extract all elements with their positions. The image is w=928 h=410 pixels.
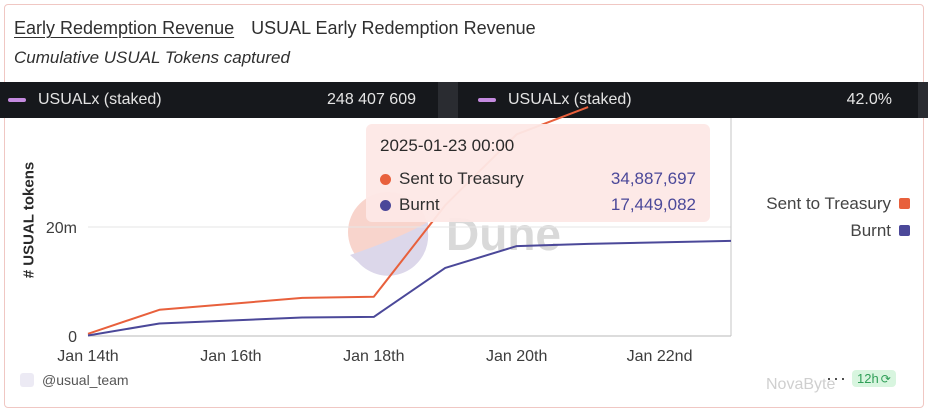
tooltip-series-value: 34,887,697 bbox=[610, 169, 696, 188]
x-tick-label: Jan 20th bbox=[486, 348, 547, 365]
tooltip-date: 2025-01-23 00:00 bbox=[380, 136, 515, 155]
counter-swatch bbox=[478, 98, 496, 102]
y-tick-label: 20m bbox=[46, 220, 77, 237]
chart-tooltip: 2025-01-23 00:00 Sent to Treasury 34,887… bbox=[366, 124, 710, 222]
counter-card-staked: USUALx (staked) 248 407 609 bbox=[0, 82, 438, 118]
more-options-button[interactable]: ··· bbox=[826, 368, 847, 388]
counter-card-staked-percent: USUALx (staked) 42.0% bbox=[458, 82, 918, 118]
x-tick-label: Jan 16th bbox=[200, 348, 261, 365]
refresh-age-badge[interactable]: 12h ⟳ bbox=[852, 370, 896, 387]
x-tick-label: Jan 14th bbox=[57, 348, 118, 365]
y-axis-ticks: 0 20m bbox=[46, 220, 77, 346]
legend-item-treasury[interactable]: Sent to Treasury bbox=[766, 190, 910, 217]
x-axis-ticks: Jan 14th Jan 16th Jan 18th Jan 20th Jan 22nd bbox=[57, 348, 692, 365]
chart-title-link[interactable]: Early Redemption Revenue bbox=[14, 18, 235, 38]
refresh-icon: ⟳ bbox=[880, 372, 891, 386]
legend-label: Sent to Treasury bbox=[766, 193, 891, 213]
query-name: USUAL Early Redemption Revenue bbox=[251, 18, 536, 38]
counter-label: USUALx (staked) bbox=[38, 91, 162, 108]
counter-value: 42.0% bbox=[846, 91, 892, 108]
brand-watermark: NovaByte bbox=[766, 376, 836, 393]
widget-title-row: Early Redemption Revenue USUAL Early Red… bbox=[14, 18, 536, 39]
tooltip-dot-burnt bbox=[380, 199, 391, 211]
chart-subtitle: Cumulative USUAL Tokens captured bbox=[14, 48, 290, 67]
author-handle[interactable]: @usual_team bbox=[20, 372, 129, 388]
y-axis-label: # USUAL tokens bbox=[20, 161, 38, 279]
author-handle-text: @usual_team bbox=[42, 372, 129, 388]
legend-label: Burnt bbox=[850, 220, 891, 240]
series-line-burnt bbox=[87, 239, 732, 337]
x-tick-label: Jan 18th bbox=[343, 348, 404, 365]
x-tick-label: Jan 22nd bbox=[627, 348, 693, 365]
tooltip-row-treasury: Sent to Treasury 34,887,697 bbox=[380, 166, 696, 192]
avatar bbox=[20, 373, 34, 387]
counter-value: 248 407 609 bbox=[327, 91, 416, 108]
chart-legend: Sent to Treasury Burnt bbox=[766, 190, 910, 244]
counter-swatch bbox=[8, 98, 26, 102]
tooltip-dot-treasury bbox=[380, 173, 391, 185]
watermark-logo-lower bbox=[350, 222, 429, 276]
legend-swatch bbox=[899, 225, 910, 236]
refresh-age-text: 12h bbox=[857, 371, 879, 386]
legend-item-burnt[interactable]: Burnt bbox=[766, 217, 910, 244]
tooltip-series-name: Burnt bbox=[399, 195, 440, 214]
counter-label: USUALx (staked) bbox=[508, 91, 632, 108]
tooltip-series-name: Sent to Treasury bbox=[399, 169, 524, 188]
counter-divider bbox=[438, 82, 458, 118]
counter-edge bbox=[918, 82, 928, 118]
y-tick-label: 0 bbox=[68, 329, 77, 346]
tooltip-series-value: 17,449,082 bbox=[610, 195, 696, 214]
chart-axes bbox=[88, 118, 732, 337]
legend-swatch bbox=[899, 198, 910, 209]
tooltip-row-burnt: Burnt 17,449,082 bbox=[380, 192, 696, 218]
